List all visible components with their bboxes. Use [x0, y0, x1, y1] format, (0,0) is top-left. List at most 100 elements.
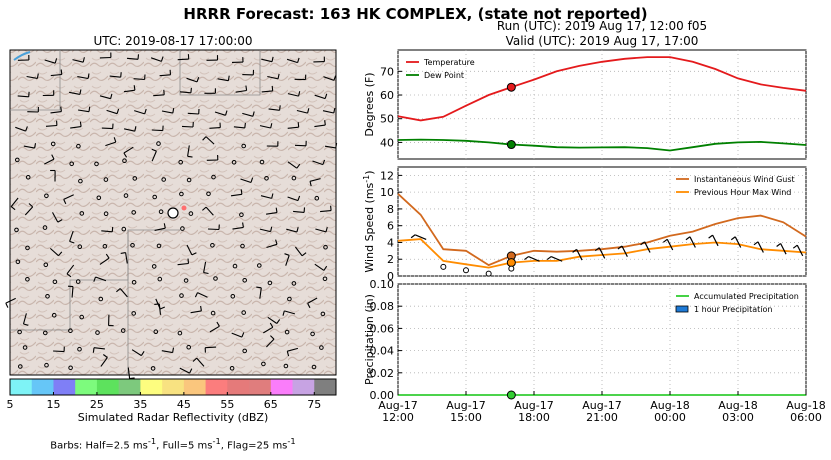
barb-shaft	[260, 195, 272, 199]
barb-shaft	[101, 230, 113, 233]
calm-wind-marker	[130, 243, 135, 248]
barb-flag	[23, 323, 29, 326]
calm-wind-marker	[177, 330, 183, 336]
wind-barb	[309, 178, 321, 187]
wind-barb	[70, 121, 82, 129]
barb-shaft	[231, 332, 243, 338]
calm-wind-marker	[45, 294, 50, 299]
barb-shaft	[287, 161, 298, 169]
wind-barb	[266, 141, 279, 147]
wind-barb	[72, 57, 85, 63]
colorbar-tick-label: 25	[90, 398, 104, 411]
barb-flag	[301, 252, 307, 257]
colorbar-segment	[270, 379, 293, 395]
calm-wind-marker	[77, 244, 83, 249]
calm-wind-marker	[178, 159, 183, 165]
calm-wind-marker	[52, 279, 58, 285]
barb-flag	[572, 248, 577, 253]
barb-flag	[66, 273, 72, 278]
barb-flag	[60, 69, 63, 75]
y-tick-label: 40	[380, 136, 394, 149]
wind-barb	[294, 246, 307, 257]
y-axis-label: Degrees (F)	[363, 72, 376, 136]
calm-wind-marker	[51, 312, 57, 318]
wind-barb	[177, 54, 190, 61]
barb-flag	[82, 57, 85, 63]
barb-flag	[296, 227, 299, 233]
wind-barb	[261, 56, 274, 63]
y-tick-label: 12	[380, 169, 394, 182]
barb-flag	[5, 302, 9, 308]
wind-barb	[307, 297, 318, 309]
calm-wind-marker	[78, 178, 83, 184]
main-title: HRRR Forecast: 163 HK COMPLEX, (state no…	[183, 5, 648, 23]
barb-shaft	[154, 227, 166, 231]
calm-wind-marker	[68, 328, 73, 334]
wind-barb	[23, 143, 37, 149]
barb-shaft	[70, 126, 82, 129]
run-time: Run (UTC): 2019 Aug 17, 12:00 f05	[496, 19, 708, 33]
wind-barb	[322, 107, 336, 114]
wind-barb	[209, 122, 221, 129]
wind-barb	[315, 226, 328, 233]
current-time-marker	[506, 390, 516, 400]
calm-wind-marker	[183, 278, 189, 283]
barb-shaft	[95, 276, 107, 282]
x-tick-label-time: 06:00	[790, 411, 822, 424]
barb-shaft	[734, 236, 742, 248]
calm-wind-marker	[485, 270, 492, 277]
wind-barb	[22, 313, 29, 326]
colorbar-segment	[118, 379, 141, 395]
barb-flag	[154, 303, 160, 305]
wind-barb	[92, 347, 105, 353]
barb-flag	[140, 351, 145, 356]
barb-shaft	[49, 247, 59, 257]
barb-flag	[323, 265, 328, 271]
wind-barb	[287, 195, 301, 202]
calm-wind-marker	[291, 281, 297, 286]
colorbar-segment	[53, 379, 76, 395]
calm-wind-marker	[267, 280, 273, 286]
barb-flag	[144, 108, 147, 115]
calm-wind-marker	[79, 211, 85, 216]
barb-flag	[10, 206, 16, 211]
barbs-unit-exp-1: -1	[147, 436, 157, 446]
barb-flag	[28, 203, 34, 208]
barb-flag	[524, 256, 529, 261]
barb-flag	[120, 72, 122, 78]
calm-wind-marker	[231, 160, 237, 165]
barb-shaft	[324, 145, 336, 149]
calm-wind-marker	[508, 265, 515, 272]
calm-wind-marker	[79, 314, 84, 320]
barb-flag	[252, 111, 255, 117]
barb-shaft	[528, 256, 540, 262]
y-tick-label: 0.10	[370, 278, 395, 291]
calm-wind-marker	[284, 329, 290, 335]
barb-flag	[284, 253, 290, 256]
calm-wind-marker	[264, 176, 269, 181]
wind-barb	[123, 146, 134, 158]
calm-wind-marker	[14, 157, 20, 163]
barb-flag	[51, 154, 55, 160]
legend: Accumulated Precipitation 1 hour Precipit…	[675, 292, 799, 314]
x-tick-label-date: Aug-18	[650, 399, 689, 412]
wind-barb	[572, 248, 583, 261]
colorbar-segment	[140, 379, 163, 395]
wind-barb	[259, 123, 273, 129]
wind-barb	[267, 316, 281, 324]
barb-flag	[129, 377, 135, 380]
barb-shaft	[214, 111, 226, 116]
wind-barb	[753, 241, 764, 253]
barb-flag	[151, 148, 157, 152]
barbs-note-part1: Barbs: Half=2.5 ms	[50, 440, 148, 452]
barb-flag	[120, 252, 126, 254]
legend: Temperature Dew Point	[406, 58, 475, 80]
calm-wind-marker	[322, 276, 328, 282]
barb-shaft	[314, 94, 326, 100]
barb-flag	[296, 163, 301, 169]
barb-shaft	[181, 125, 194, 128]
calm-wind-marker	[152, 194, 157, 200]
barb-flag	[242, 222, 244, 228]
calm-wind-marker	[179, 293, 184, 298]
county-border	[179, 50, 261, 96]
